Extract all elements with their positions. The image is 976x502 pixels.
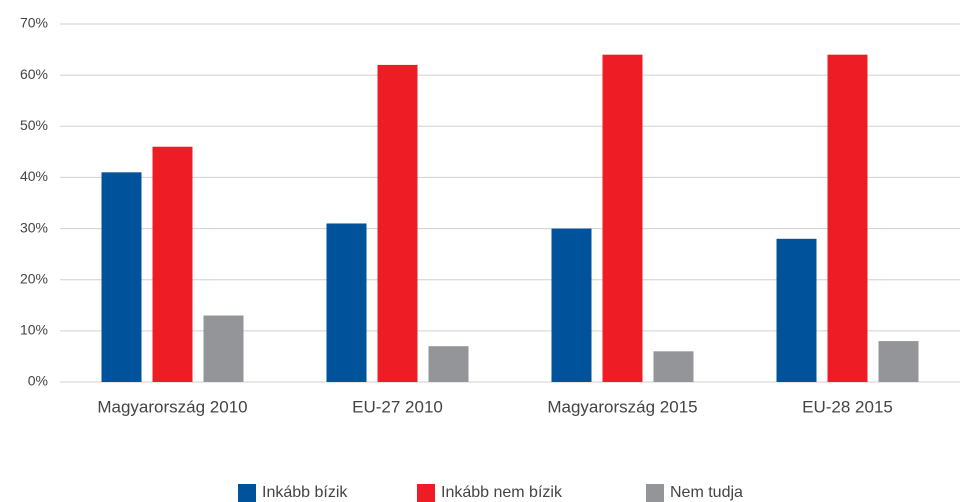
bar	[653, 351, 694, 382]
x-tick-label: EU-28 2015	[802, 397, 893, 416]
y-tick-label: 70%	[20, 15, 48, 31]
bar	[878, 341, 919, 382]
y-tick-label: 60%	[20, 66, 48, 82]
bar	[827, 54, 868, 382]
x-tick-label: EU-27 2010	[352, 397, 443, 416]
y-tick-label: 50%	[20, 117, 48, 133]
bar	[377, 64, 418, 383]
legend-label: Nem tudja	[670, 484, 743, 501]
bar	[602, 54, 643, 382]
y-tick-label: 40%	[20, 168, 48, 184]
bar	[203, 315, 244, 382]
y-tick-label: 20%	[20, 270, 48, 286]
bar	[551, 228, 592, 382]
legend-swatch	[417, 484, 435, 502]
y-tick-label: 10%	[20, 322, 48, 338]
legend-label: Inkább bízik	[262, 484, 348, 501]
bar	[152, 146, 193, 382]
bar	[326, 223, 367, 382]
x-tick-label: Magyarország 2010	[97, 397, 247, 416]
legend-swatch	[646, 484, 664, 502]
legend-swatch	[238, 484, 256, 502]
bar	[101, 172, 142, 382]
y-tick-label: 0%	[28, 373, 48, 389]
y-tick-label: 30%	[20, 219, 48, 235]
bar	[428, 346, 469, 382]
legend-label: Inkább nem bízik	[441, 484, 563, 501]
bar	[776, 238, 817, 382]
x-tick-label: Magyarország 2015	[547, 397, 697, 416]
